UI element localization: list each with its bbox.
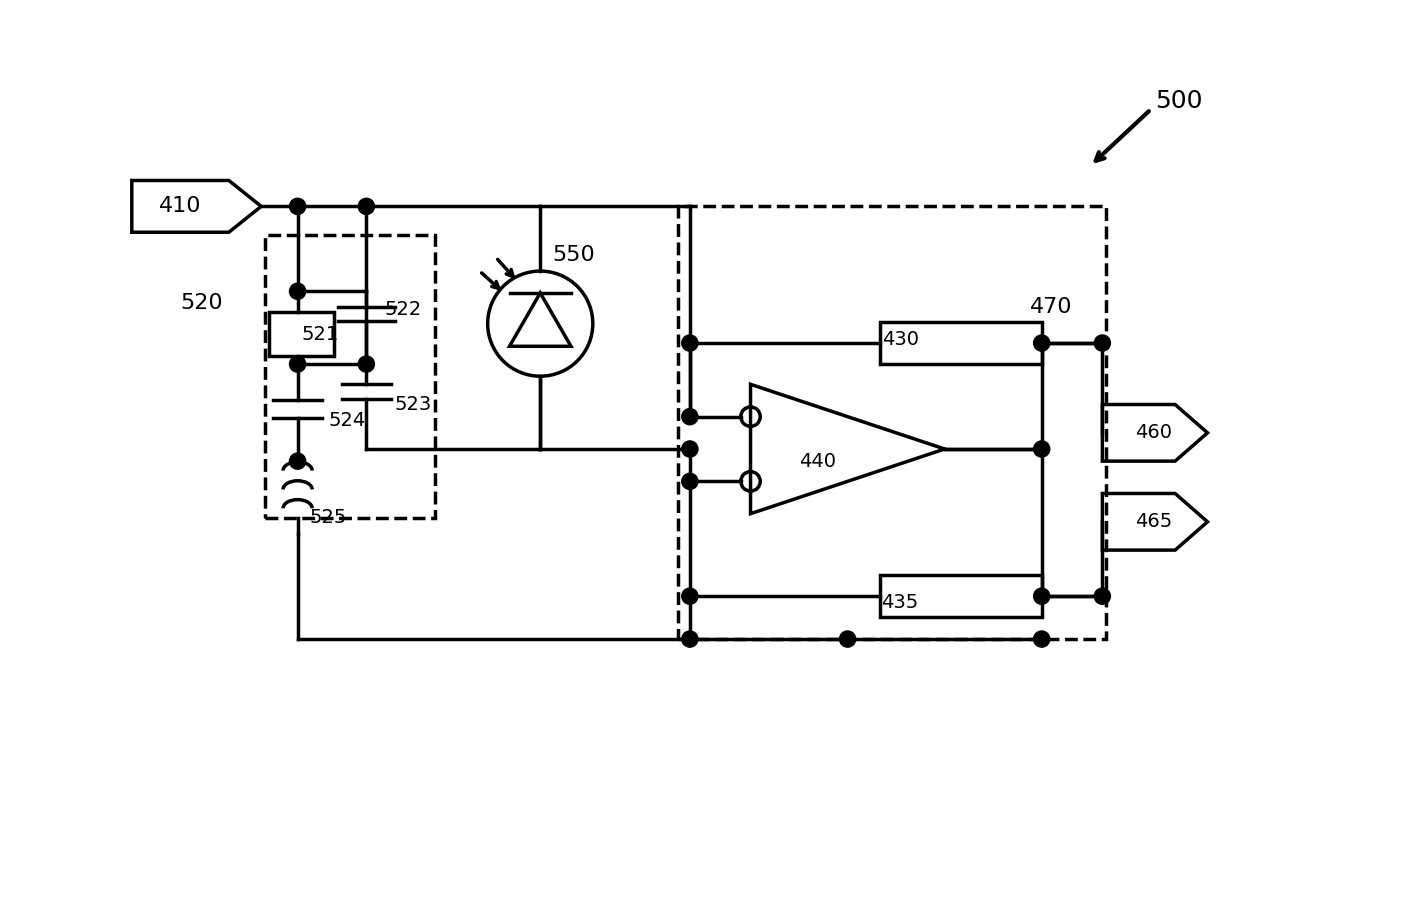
Text: 521: 521 xyxy=(302,325,338,344)
Text: 410: 410 xyxy=(159,197,201,216)
Circle shape xyxy=(289,198,306,215)
Text: 550: 550 xyxy=(552,245,595,265)
Circle shape xyxy=(289,356,306,372)
Text: 465: 465 xyxy=(1134,512,1172,532)
Text: 524: 524 xyxy=(329,411,365,430)
Text: 440: 440 xyxy=(799,452,835,471)
Text: 460: 460 xyxy=(1134,423,1172,443)
Circle shape xyxy=(1033,588,1050,604)
Circle shape xyxy=(1033,335,1050,351)
Circle shape xyxy=(289,453,306,470)
Circle shape xyxy=(682,409,698,425)
Circle shape xyxy=(358,356,375,372)
Circle shape xyxy=(1094,335,1111,351)
Text: 435: 435 xyxy=(882,594,918,612)
Circle shape xyxy=(358,198,375,215)
Text: 525: 525 xyxy=(310,508,347,527)
Circle shape xyxy=(840,631,855,647)
Text: 522: 522 xyxy=(385,301,423,320)
Text: 500: 500 xyxy=(1155,89,1202,113)
Circle shape xyxy=(682,631,698,647)
Text: 523: 523 xyxy=(395,395,432,414)
Circle shape xyxy=(682,588,698,604)
Circle shape xyxy=(1094,588,1111,604)
Circle shape xyxy=(682,441,698,457)
Text: 430: 430 xyxy=(882,330,918,349)
Circle shape xyxy=(1033,441,1050,457)
Circle shape xyxy=(682,335,698,351)
Bar xyxy=(270,312,334,356)
Text: 520: 520 xyxy=(180,294,223,313)
Bar xyxy=(880,576,1042,617)
Circle shape xyxy=(289,283,306,299)
Text: 470: 470 xyxy=(1029,297,1073,318)
Bar xyxy=(880,322,1042,364)
Circle shape xyxy=(1033,631,1050,647)
Circle shape xyxy=(682,473,698,489)
